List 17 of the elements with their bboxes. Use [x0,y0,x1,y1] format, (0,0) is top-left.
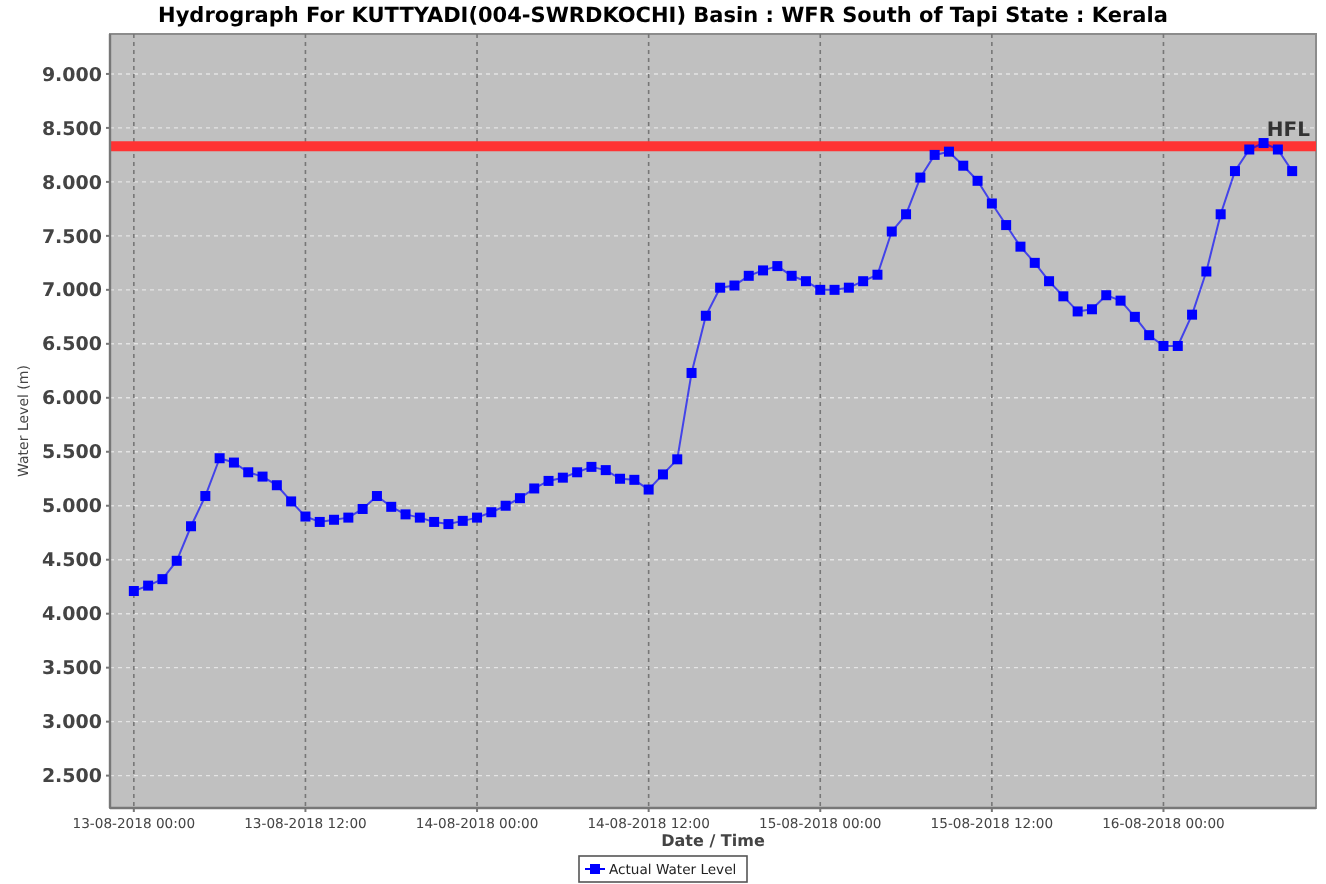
y-tick-label: 5.000 [41,496,103,519]
y-tick-label: 7.000 [41,280,103,303]
x-axis-title: Date / Time [661,832,766,850]
y-tick-label: 6.500 [41,334,103,357]
y-tick-label: 3.000 [41,712,103,735]
chart-title: Hydrograph For KUTTYADI(004-SWRDKOCHI) Basin : WFR South of Tapi State : Kerala [158,4,1168,28]
y-tick-label: 3.500 [41,658,103,681]
y-tick-label: 4.500 [41,550,103,573]
y-tick-label: 4.000 [41,604,103,627]
y-tick-label: 5.500 [41,442,103,465]
y-tick-label: 2.500 [41,766,103,789]
y-tick-label: 8.500 [41,118,103,141]
y-tick-label: 6.000 [41,388,103,411]
y-tick-label: 9.000 [41,64,103,87]
y-tick-label: 7.500 [41,226,103,249]
y-tick-label: 8.000 [41,172,103,195]
ref-line-label: HFL [1266,120,1312,143]
